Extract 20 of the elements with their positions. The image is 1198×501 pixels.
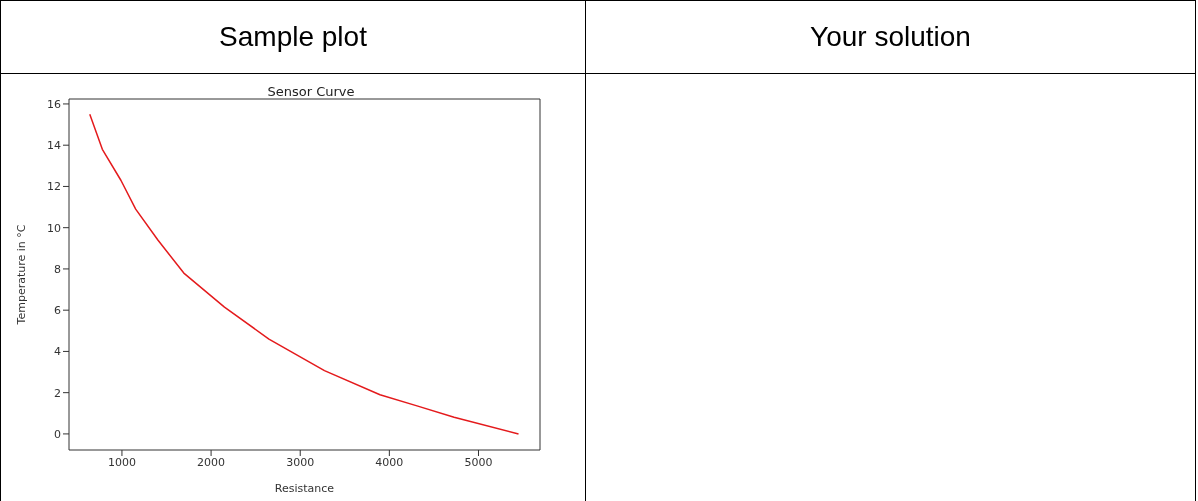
y-tick-label: 6 (54, 304, 61, 318)
y-tick-label: 2 (54, 386, 61, 400)
x-tick-label: 2000 (197, 455, 226, 469)
y-tick-label: 8 (54, 262, 61, 276)
text: Your solution (585, 0, 1196, 74)
line-series (89, 113, 520, 435)
chart-title: Sensor Curve (266, 84, 356, 99)
x-tick-label: 4000 (375, 455, 404, 469)
y-tick-label: 14 (47, 139, 61, 153)
y-tick-label: 0 (54, 427, 61, 441)
x-tick-label: 1000 (107, 455, 136, 469)
y-tick-label: 12 (47, 180, 61, 194)
y-tick-label: 10 (47, 221, 61, 235)
x-tick-label: 3000 (286, 455, 315, 469)
x-axis-title: Resistance (274, 482, 335, 495)
y-tick-label: 16 (47, 97, 61, 111)
text: Sample plot (0, 0, 586, 74)
y-axis-title: Temperature in °C (14, 224, 28, 326)
y-tick-label: 4 (54, 345, 61, 359)
x-tick-label: 5000 (464, 455, 493, 469)
